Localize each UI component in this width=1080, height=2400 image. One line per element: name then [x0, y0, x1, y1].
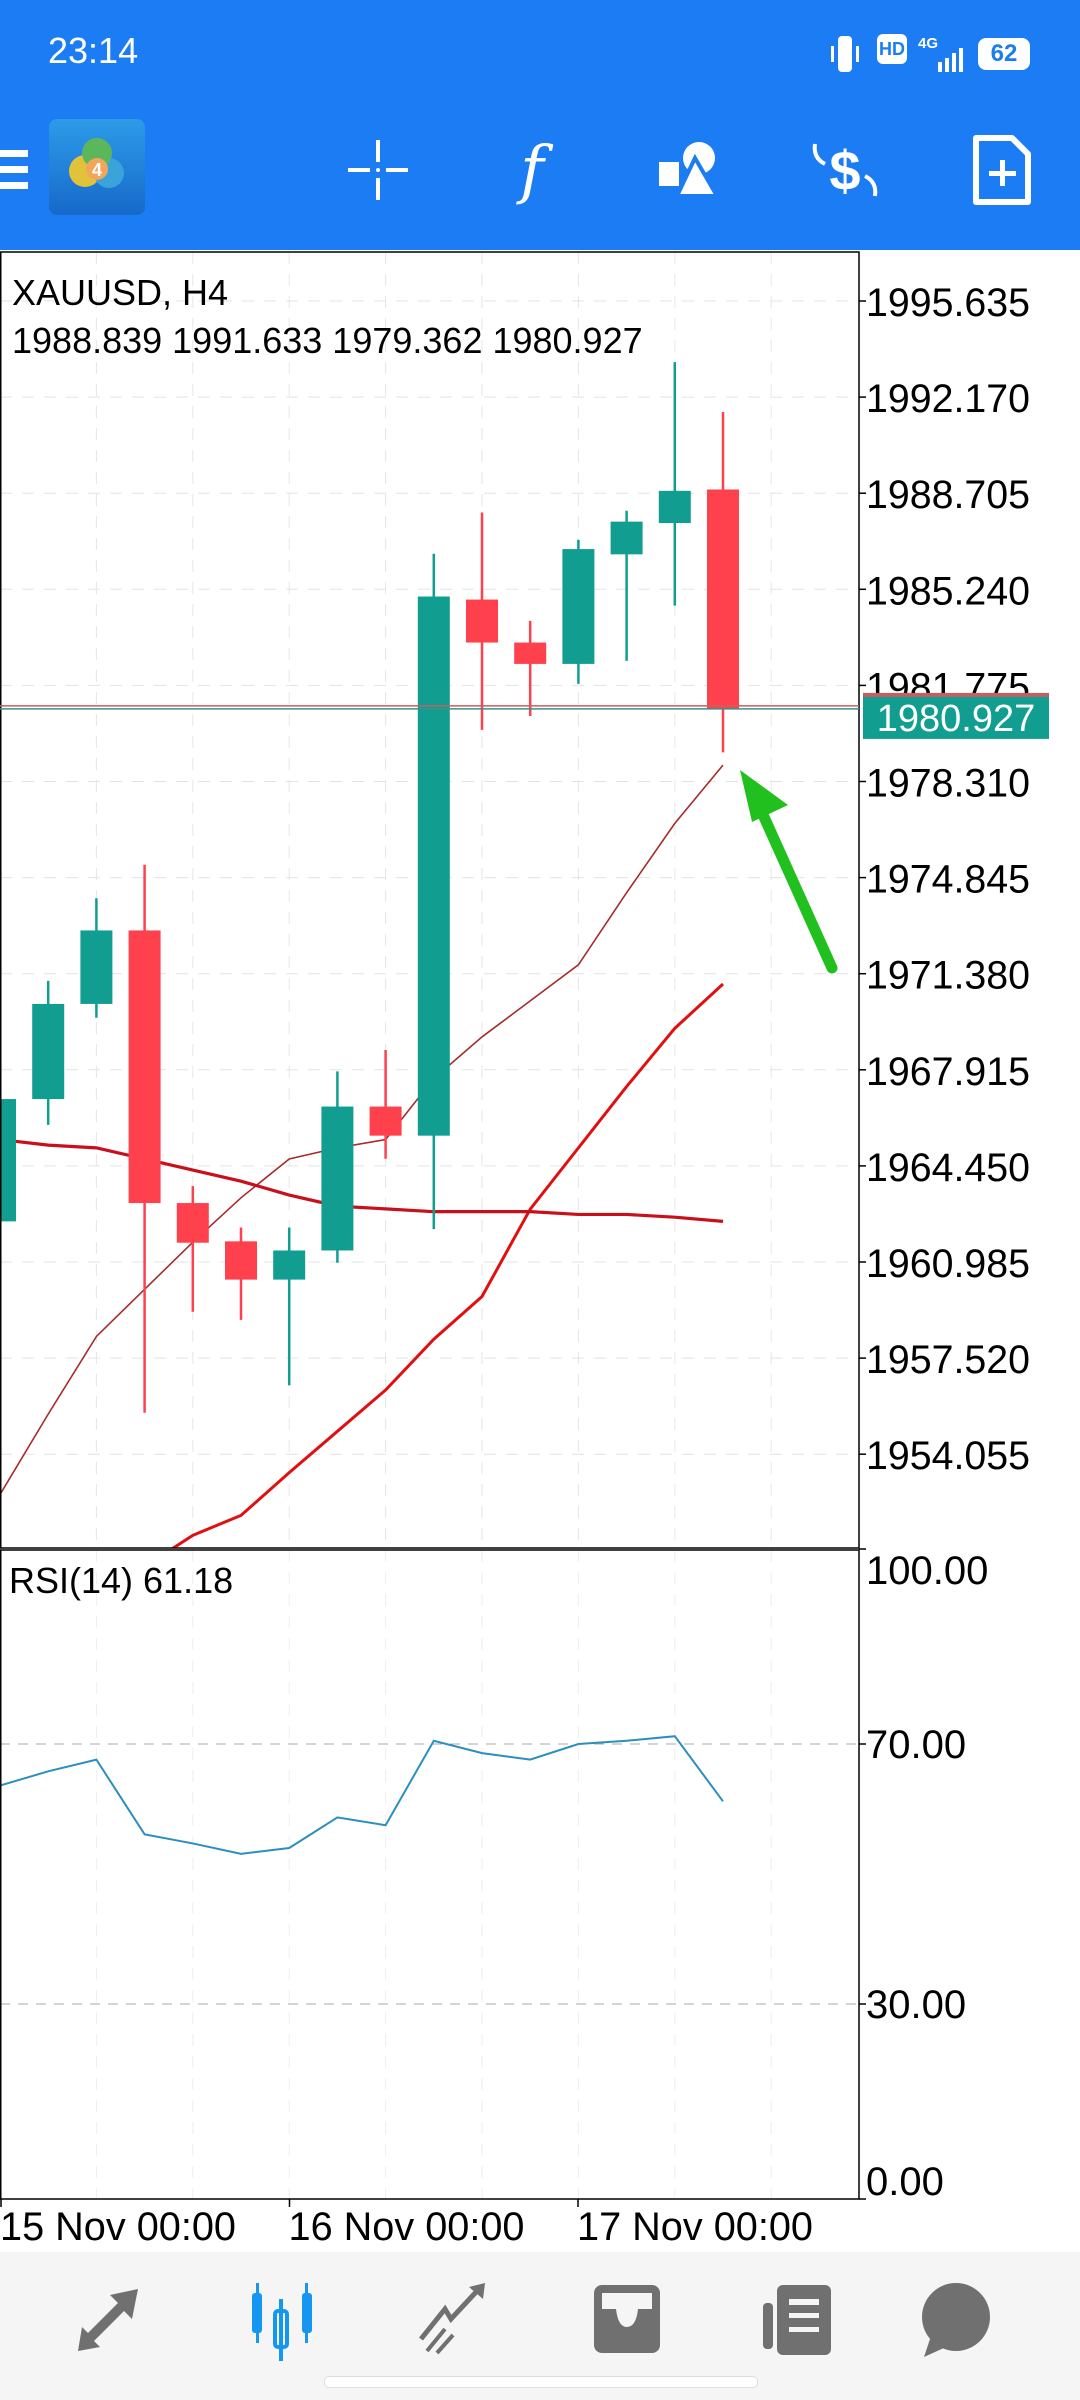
rsi-line [0, 1735, 724, 1855]
moving-average-thin [0, 764, 724, 1495]
top-app-bar: 23:14 HD 4G 62 4 f $ [0, 0, 1080, 250]
price-axis-label: 1978.310 [866, 762, 1030, 806]
network-type: 4G [918, 35, 938, 52]
bearish-candle [369, 1106, 402, 1136]
symbol-timeframe: XAUUSD, H4 [12, 272, 229, 313]
price-axis-label: 1960.985 [866, 1242, 1030, 1286]
price-axis-label: 1964.450 [866, 1146, 1030, 1190]
new-order-icon[interactable] [962, 130, 1042, 210]
trade-icon[interactable] [410, 2274, 500, 2364]
bullish-candle [562, 549, 595, 664]
annotation-arrowhead [740, 770, 788, 822]
time-axis-label: 15 Nov 00:00 [0, 2205, 236, 2249]
axes: 1995.6351992.1701988.7051985.2401981.775… [0, 251, 1030, 2249]
price-axis-label: 1985.240 [866, 569, 1030, 613]
battery-level: 62 [978, 38, 1030, 70]
bearish-candle [514, 642, 547, 664]
bottom-navigation [0, 2252, 1080, 2400]
bearish-candle [128, 930, 161, 1204]
ohlc-readout: 1988.839 1991.633 1979.362 1980.927 [12, 320, 643, 361]
rsi-axis-label: 0.00 [866, 2160, 944, 2204]
time-axis-label: 16 Nov 00:00 [289, 2205, 525, 2249]
bullish-candle [658, 490, 691, 524]
rsi-axis-label: 70.00 [866, 1723, 966, 1767]
bullish-candle [273, 1250, 306, 1280]
bullish-candle [32, 1003, 65, 1100]
chart-icon[interactable] [237, 2274, 327, 2364]
menu-icon[interactable] [0, 150, 28, 190]
candles [0, 362, 739, 1413]
main-pane-border [0, 251, 860, 1549]
bullish-candle [80, 930, 113, 1004]
annotations: 1980.927 [0, 692, 1049, 974]
signal-icon: 4G [918, 34, 968, 74]
news-icon[interactable] [752, 2274, 842, 2364]
price-axis-label: 1954.055 [866, 1434, 1030, 1478]
crosshair-icon[interactable] [338, 130, 418, 210]
current-price-label: 1980.927 [877, 698, 1036, 740]
time-axis-label: 17 Nov 00:00 [577, 2205, 813, 2249]
annotation-arrow [754, 802, 838, 974]
hd-badge: HD [877, 34, 907, 64]
symbol-change-icon[interactable]: $ [805, 130, 885, 210]
rsi-label: RSI(14) 61.18 [9, 1560, 234, 1601]
rsi-axis-label: 30.00 [866, 1983, 966, 2027]
moving-average-thick [170, 982, 725, 1548]
rsi-axis-label: 100.00 [866, 1549, 988, 1593]
home-indicator[interactable] [324, 2376, 758, 2388]
bullish-candle [0, 1099, 16, 1222]
bearish-candle [225, 1241, 257, 1280]
history-icon[interactable] [581, 2274, 671, 2364]
price-axis-label: 1974.845 [866, 858, 1030, 902]
bullish-candle [417, 596, 450, 1136]
bullish-candle [321, 1106, 354, 1251]
vibrate-icon [830, 34, 860, 74]
price-axis-label: 1967.915 [866, 1050, 1030, 1094]
quotes-icon[interactable] [65, 2274, 155, 2364]
rsi-line [0, 1735, 724, 1855]
rsi-pane-border [0, 1549, 860, 2200]
status-time: 23:14 [48, 30, 139, 71]
bearish-candle [707, 489, 739, 709]
metatrader4-logo[interactable]: 4 [49, 119, 145, 215]
price-axis-label: 1971.380 [866, 954, 1030, 998]
bid-price-marker [863, 692, 1049, 699]
indicators-icon[interactable]: f [520, 133, 544, 207]
bearish-candle [466, 599, 498, 643]
price-axis-label: 1992.170 [866, 377, 1030, 421]
price-axis-label: 1995.635 [866, 281, 1030, 325]
price-axis-label: 1957.520 [866, 1338, 1030, 1382]
bullish-candle [610, 521, 643, 555]
current-price-badge [863, 696, 1049, 739]
svg-text:4: 4 [92, 160, 102, 180]
objects-icon[interactable] [649, 130, 729, 210]
moving-average-flat [0, 1137, 724, 1223]
price-axis-label: 1988.705 [866, 473, 1030, 517]
moving-averages [0, 764, 725, 1548]
svg-text:$: $ [829, 139, 860, 202]
messages-icon[interactable] [911, 2274, 1001, 2364]
bearish-candle [176, 1203, 209, 1243]
